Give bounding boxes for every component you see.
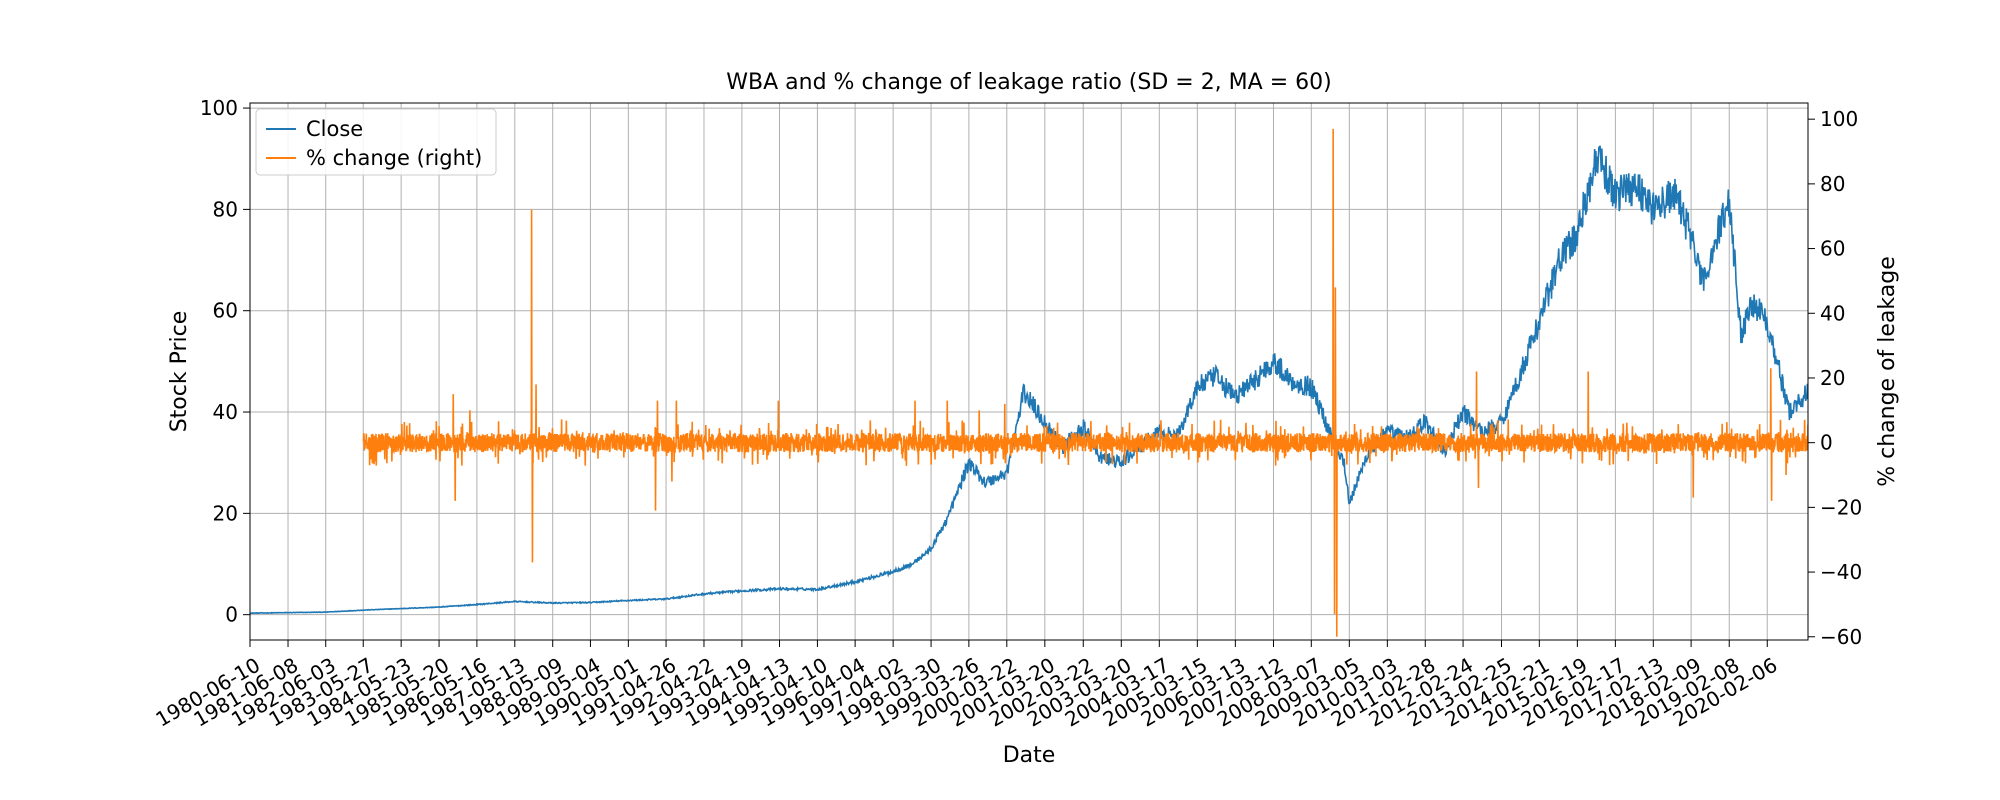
y-tick-label: 60 [213,299,238,323]
y-right-tick-label: 0 [1820,431,1833,455]
x-axis-label: Date [1003,743,1056,768]
y-tick-label: 100 [200,96,238,120]
y-right-tick-label: 80 [1820,172,1845,196]
y-right-tick-label: 20 [1820,366,1845,390]
series-line-close [250,145,1808,615]
y-right-tick-label: −20 [1820,495,1862,519]
legend-box [255,108,497,176]
y-tick-label: 0 [225,603,238,627]
grid [249,103,1808,640]
y-right-tick-label: 100 [1820,107,1858,131]
y-right-tick-label: −40 [1820,560,1862,584]
legend: Close % change (right) [255,108,497,176]
plot-area [250,128,1808,637]
y-tick-label: 20 [213,501,238,525]
y-tick-label: 40 [213,400,238,424]
legend-label-pct-change: % change (right) [306,146,482,170]
y-right-tick-label: 40 [1820,301,1845,325]
y-axis-label: Stock Price [167,311,192,433]
y-right-tick-label: 60 [1820,237,1845,261]
series-line-pct-change [362,128,1808,637]
y-tick-label: 80 [213,197,238,221]
plot-frame [249,102,1809,641]
chart-title: WBA and % change of leakage ratio (SD = … [726,70,1331,95]
y-right-tick-label: −60 [1820,625,1862,649]
y-axis-right-label: % change of leakage [1875,256,1900,487]
legend-label-close: Close [306,117,363,141]
axes: 020406080100−60−40−200204060801001980-06… [151,96,1862,732]
